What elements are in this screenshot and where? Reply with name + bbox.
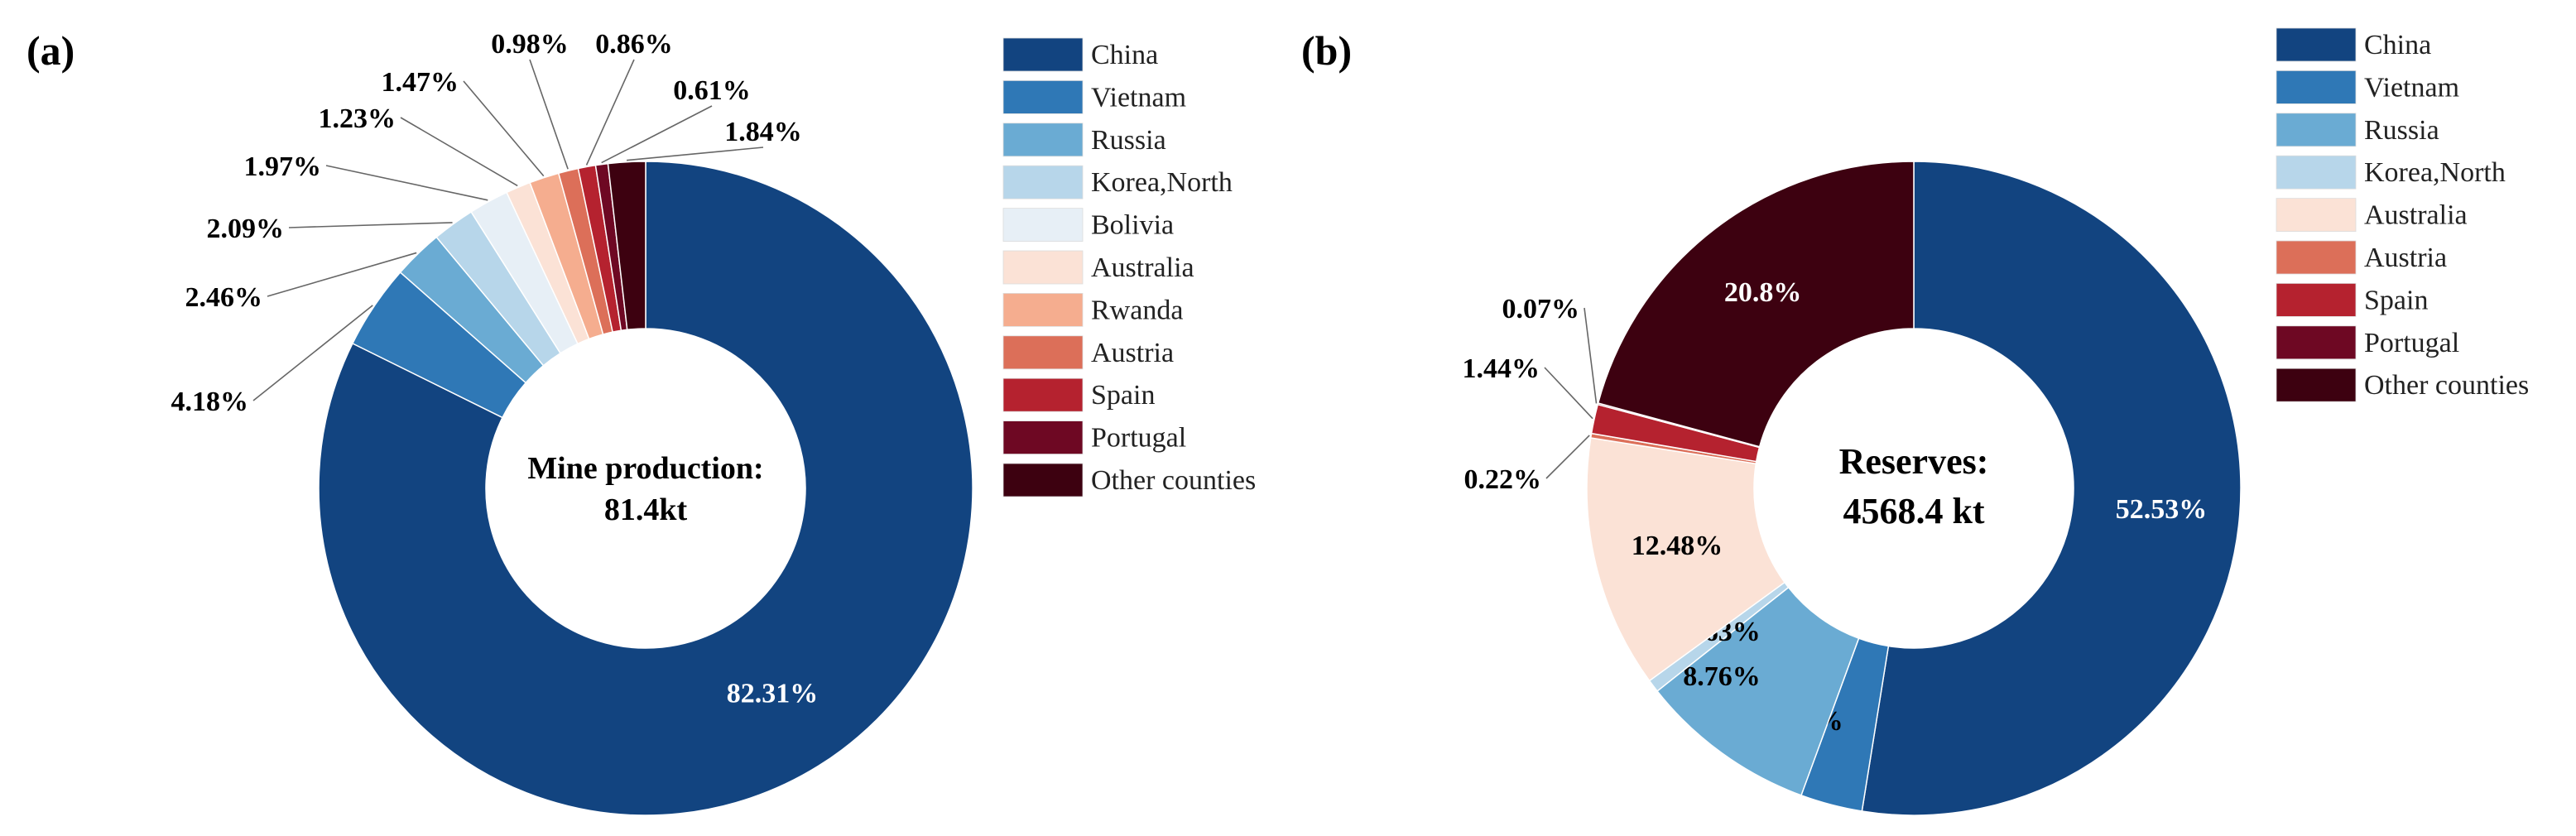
chart-a-legend-swatch-vietnam bbox=[1002, 80, 1084, 114]
chart-a-leader-russia bbox=[267, 252, 417, 297]
chart-a-label-korea-north: 2.09% bbox=[207, 214, 285, 244]
chart-a-label-bolivia: 1.97% bbox=[244, 151, 322, 182]
chart-a-leader-australia bbox=[400, 117, 518, 187]
chart-b-legend-label-china: China bbox=[2364, 30, 2431, 60]
chart-a-legend-label-bolivia: Bolivia bbox=[1091, 210, 1174, 241]
chart-a-leader-spain bbox=[585, 59, 635, 166]
chart-b-label-other-counties: 20.8% bbox=[1724, 277, 1802, 308]
chart-b-slice-australia bbox=[1586, 437, 1786, 682]
chart-a-legend-label-other-counties: Other counties bbox=[1091, 465, 1256, 496]
chart-a-legend-label-korea-north: Korea,North bbox=[1091, 167, 1233, 198]
chart-a-label-china: 82.31% bbox=[727, 678, 819, 709]
chart-a-label-vietnam: 4.18% bbox=[171, 387, 249, 417]
chart-b-leader-portugal bbox=[1584, 307, 1598, 404]
chart-b-legend-label-austria: Austria bbox=[2364, 243, 2447, 273]
chart-a-label-australia: 1.23% bbox=[319, 103, 396, 134]
chart-a-legend-swatch-china bbox=[1002, 37, 1084, 72]
chart-b-legend-swatch-russia bbox=[2276, 113, 2357, 147]
chart-b-label-russia: 8.76% bbox=[1683, 661, 1761, 692]
chart-a-leader-bolivia bbox=[325, 165, 488, 201]
chart-a-legend-label-portugal: Portugal bbox=[1091, 423, 1186, 454]
chart-b: (b)52.53%3.06%8.76%0.63%12.48%0.22%1.44%… bbox=[1301, 27, 2529, 816]
chart-a-label-rwanda: 1.47% bbox=[382, 67, 459, 98]
chart-a-legend-swatch-australia bbox=[1002, 250, 1084, 285]
chart-a-legend-swatch-russia bbox=[1002, 123, 1084, 157]
chart-b-center-text-2: 4568.4 kt bbox=[1843, 491, 1984, 531]
chart-a-leader-korea-north bbox=[288, 222, 453, 228]
chart-b-label-australia: 12.48% bbox=[1632, 531, 1723, 561]
chart-a-label-russia: 2.46% bbox=[185, 282, 263, 313]
chart-b-legend-swatch-australia bbox=[2276, 198, 2357, 233]
chart-b-legend-swatch-austria bbox=[2276, 240, 2357, 275]
chart-b-legend: China Vietnam Russia Korea,North Australia Au… bbox=[2276, 27, 2529, 402]
chart-a-label-portugal: 0.61% bbox=[673, 75, 751, 106]
chart-a-legend-label-vietnam: Vietnam bbox=[1091, 82, 1186, 113]
chart-a-legend-swatch-other-counties bbox=[1002, 463, 1084, 497]
chart-a-center-text-1: Mine production: bbox=[527, 451, 763, 486]
chart-b-legend-label-other-counties: Other counties bbox=[2364, 370, 2529, 401]
chart-a-legend-label-austria: Austria bbox=[1091, 338, 1174, 368]
chart-b-leader-spain bbox=[1544, 367, 1593, 420]
chart-b-legend-label-vietnam: Vietnam bbox=[2364, 72, 2459, 103]
chart-b-legend-label-spain: Spain bbox=[2364, 285, 2428, 315]
chart-a-leader-rwanda bbox=[463, 80, 545, 177]
chart-b-legend-label-korea-north: Korea,North bbox=[2364, 157, 2506, 188]
chart-a-legend-label-china: China bbox=[1091, 40, 1158, 70]
chart-b-slice-other-counties bbox=[1597, 161, 1915, 448]
chart-b-slice-china bbox=[1861, 161, 2242, 816]
chart-a: (a) 82.31% 4.18% 2.46% 2.09% 1.97% 1.23% 1.47% 0… bbox=[26, 27, 1256, 816]
chart-b-legend-swatch-spain bbox=[2276, 282, 2357, 317]
chart-b-legend-label-australia: Australia bbox=[2364, 200, 2468, 231]
chart-a-slice-china bbox=[318, 161, 973, 816]
chart-a-legend-swatch-austria bbox=[1002, 335, 1084, 370]
chart-a-leader-portugal bbox=[601, 105, 713, 164]
chart-a-legend-swatch-portugal bbox=[1002, 420, 1084, 455]
chart-a-leader-vietnam bbox=[252, 305, 373, 401]
chart-a-label-spain: 0.86% bbox=[595, 29, 673, 60]
chart-a-label-other-counties: 1.84% bbox=[724, 117, 802, 147]
chart-a-label-austria: 0.98% bbox=[491, 29, 569, 60]
chart-b-legend-label-portugal: Portugal bbox=[2364, 328, 2459, 358]
chart-b-label-portugal: 0.07% bbox=[1502, 294, 1580, 324]
chart-a-legend-swatch-rwanda bbox=[1002, 292, 1084, 327]
chart-a-leader-austria bbox=[529, 59, 569, 170]
chart-b-legend-swatch-other-counties bbox=[2276, 368, 2357, 402]
chart-a-slice-other-counties bbox=[607, 161, 646, 331]
chart-b-label-austria: 0.22% bbox=[1464, 464, 1542, 495]
chart-a-legend-swatch-bolivia bbox=[1002, 208, 1084, 243]
chart-b-center-text-1: Reserves: bbox=[1839, 441, 1989, 482]
chart-b-legend-label-russia: Russia bbox=[2364, 115, 2439, 146]
chart-a-legend-label-rwanda: Rwanda bbox=[1091, 295, 1183, 325]
chart-a-panel-label: (a) bbox=[26, 27, 74, 74]
chart-a-legend: China Vietnam Russia Korea,North Bolivia Aust… bbox=[1002, 37, 1256, 497]
chart-b-legend-swatch-vietnam bbox=[2276, 70, 2357, 104]
chart-a-legend-label-russia: Russia bbox=[1091, 125, 1166, 156]
chart-a-leader-other-counties bbox=[626, 147, 764, 161]
chart-a-legend-swatch-spain bbox=[1002, 377, 1084, 412]
chart-b-legend-swatch-china bbox=[2276, 27, 2357, 62]
chart-b-label-china: 52.53% bbox=[2116, 494, 2208, 525]
chart-b-leader-austria bbox=[1545, 435, 1590, 479]
chart-a-legend-label-spain: Spain bbox=[1091, 380, 1155, 411]
chart-a-legend-swatch-korea-north bbox=[1002, 165, 1084, 199]
chart-a-legend-label-australia: Australia bbox=[1091, 252, 1194, 283]
chart-a-center-text-2: 81.4kt bbox=[604, 492, 688, 527]
chart-b-label-spain: 1.44% bbox=[1463, 353, 1540, 384]
chart-b-legend-swatch-portugal bbox=[2276, 325, 2357, 360]
chart-b-panel-label: (b) bbox=[1301, 27, 1352, 74]
chart-b-legend-swatch-korea-north bbox=[2276, 155, 2357, 190]
